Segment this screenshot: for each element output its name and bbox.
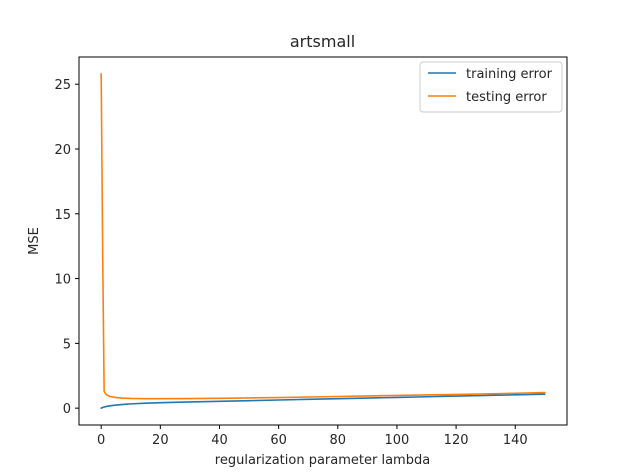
plot-frame (78, 56, 568, 426)
x-tick-label: 140 (503, 433, 528, 448)
y-tick-label: 15 (54, 208, 71, 223)
x-tick-label: 120 (444, 433, 469, 448)
legend-label: training error (466, 67, 553, 82)
y-axis-label: MSE (27, 227, 42, 255)
x-tick-label: 20 (152, 433, 169, 448)
x-axis-label: regularization parameter lambda (215, 453, 430, 468)
legend-label: testing error (466, 90, 547, 105)
y-tick-label: 0 (63, 402, 71, 417)
y-tick-label: 25 (54, 78, 71, 93)
legend: training error testing error (419, 61, 563, 113)
x-tick-label: 0 (97, 433, 105, 448)
chart-title: artsmall (290, 32, 355, 51)
y-tick-label: 10 (54, 273, 71, 288)
x-axis: 0 20 40 60 80 100 120 140 (97, 425, 528, 448)
x-tick-label: 100 (385, 433, 410, 448)
y-tick-label: 5 (63, 337, 71, 352)
y-axis: 0 5 10 15 20 25 (54, 78, 79, 417)
series-line-training-error (100, 393, 546, 409)
x-tick-label: 80 (330, 433, 347, 448)
y-tick-label: 20 (54, 143, 71, 158)
series-line-testing-error (100, 73, 546, 400)
x-tick-label: 40 (211, 433, 228, 448)
plot-area (100, 73, 546, 409)
x-tick-label: 60 (270, 433, 287, 448)
legend-box (419, 61, 563, 113)
